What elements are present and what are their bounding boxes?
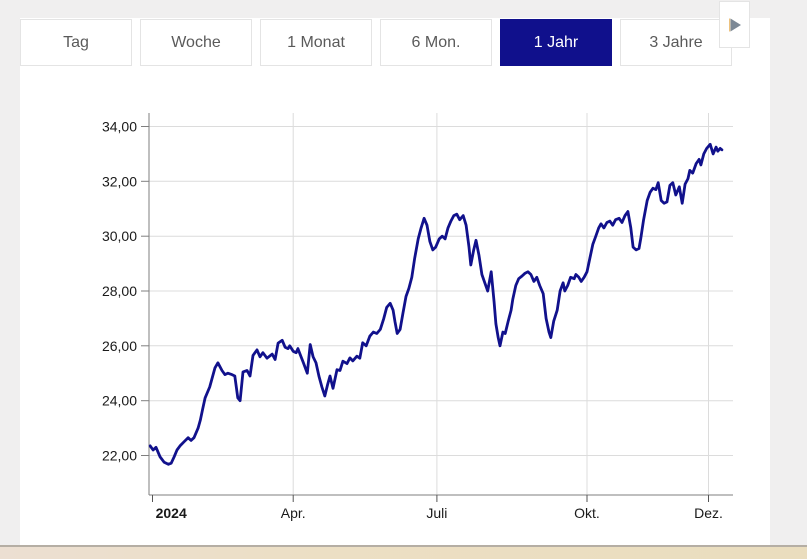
tab-woche[interactable]: Woche bbox=[140, 19, 252, 66]
y-axis-label: 28,00 bbox=[102, 283, 137, 299]
y-axis-label: 30,00 bbox=[102, 228, 137, 244]
tab-1-monat[interactable]: 1 Monat bbox=[260, 19, 372, 66]
tab-3-jahre[interactable]: 3 Jahre bbox=[620, 19, 732, 66]
x-axis-label: 2024 bbox=[156, 505, 187, 521]
period-tab-row: Tag Woche 1 Monat 6 Mon. 1 Jahr 3 Jahre bbox=[20, 19, 732, 66]
tab-tag[interactable]: Tag bbox=[20, 19, 132, 66]
y-axis-label: 34,00 bbox=[102, 119, 137, 135]
y-axis-label: 24,00 bbox=[102, 393, 137, 409]
tab-label: Tag bbox=[63, 33, 89, 51]
price-line bbox=[148, 142, 724, 466]
price-chart: 34,00 32,00 30,00 28,00 26,00 24,00 22,00 2024 A… bbox=[20, 66, 770, 546]
tab-label: 6 Mon. bbox=[411, 33, 461, 51]
play-arrow-icon bbox=[728, 18, 741, 31]
tab-1-jahr[interactable]: 1 Jahr bbox=[500, 19, 612, 66]
tab-label: 1 Monat bbox=[287, 33, 345, 51]
tab-label: 3 Jahre bbox=[649, 33, 703, 51]
tab-6-mon-[interactable]: 6 Mon. bbox=[380, 19, 492, 66]
x-axis-label: Dez. bbox=[694, 505, 723, 521]
y-axis-label: 26,00 bbox=[102, 338, 137, 354]
price-chart-svg: 34,00 32,00 30,00 28,00 26,00 24,00 22,00 2024 A… bbox=[102, 113, 733, 521]
chart-panel: Tag Woche 1 Monat 6 Mon. 1 Jahr 3 Jahre … bbox=[20, 18, 770, 546]
y-axis-label: 32,00 bbox=[102, 173, 137, 189]
x-axis-label: Apr. bbox=[281, 505, 306, 521]
tab-label: 1 Jahr bbox=[533, 33, 579, 51]
bottom-decor-strip bbox=[0, 545, 807, 559]
x-axis-label: Juli bbox=[426, 505, 447, 521]
y-axis-label: 22,00 bbox=[102, 448, 137, 464]
tab-label: Woche bbox=[171, 33, 221, 51]
next-periods-button[interactable] bbox=[719, 1, 750, 48]
x-axis-label: Okt. bbox=[574, 505, 600, 521]
